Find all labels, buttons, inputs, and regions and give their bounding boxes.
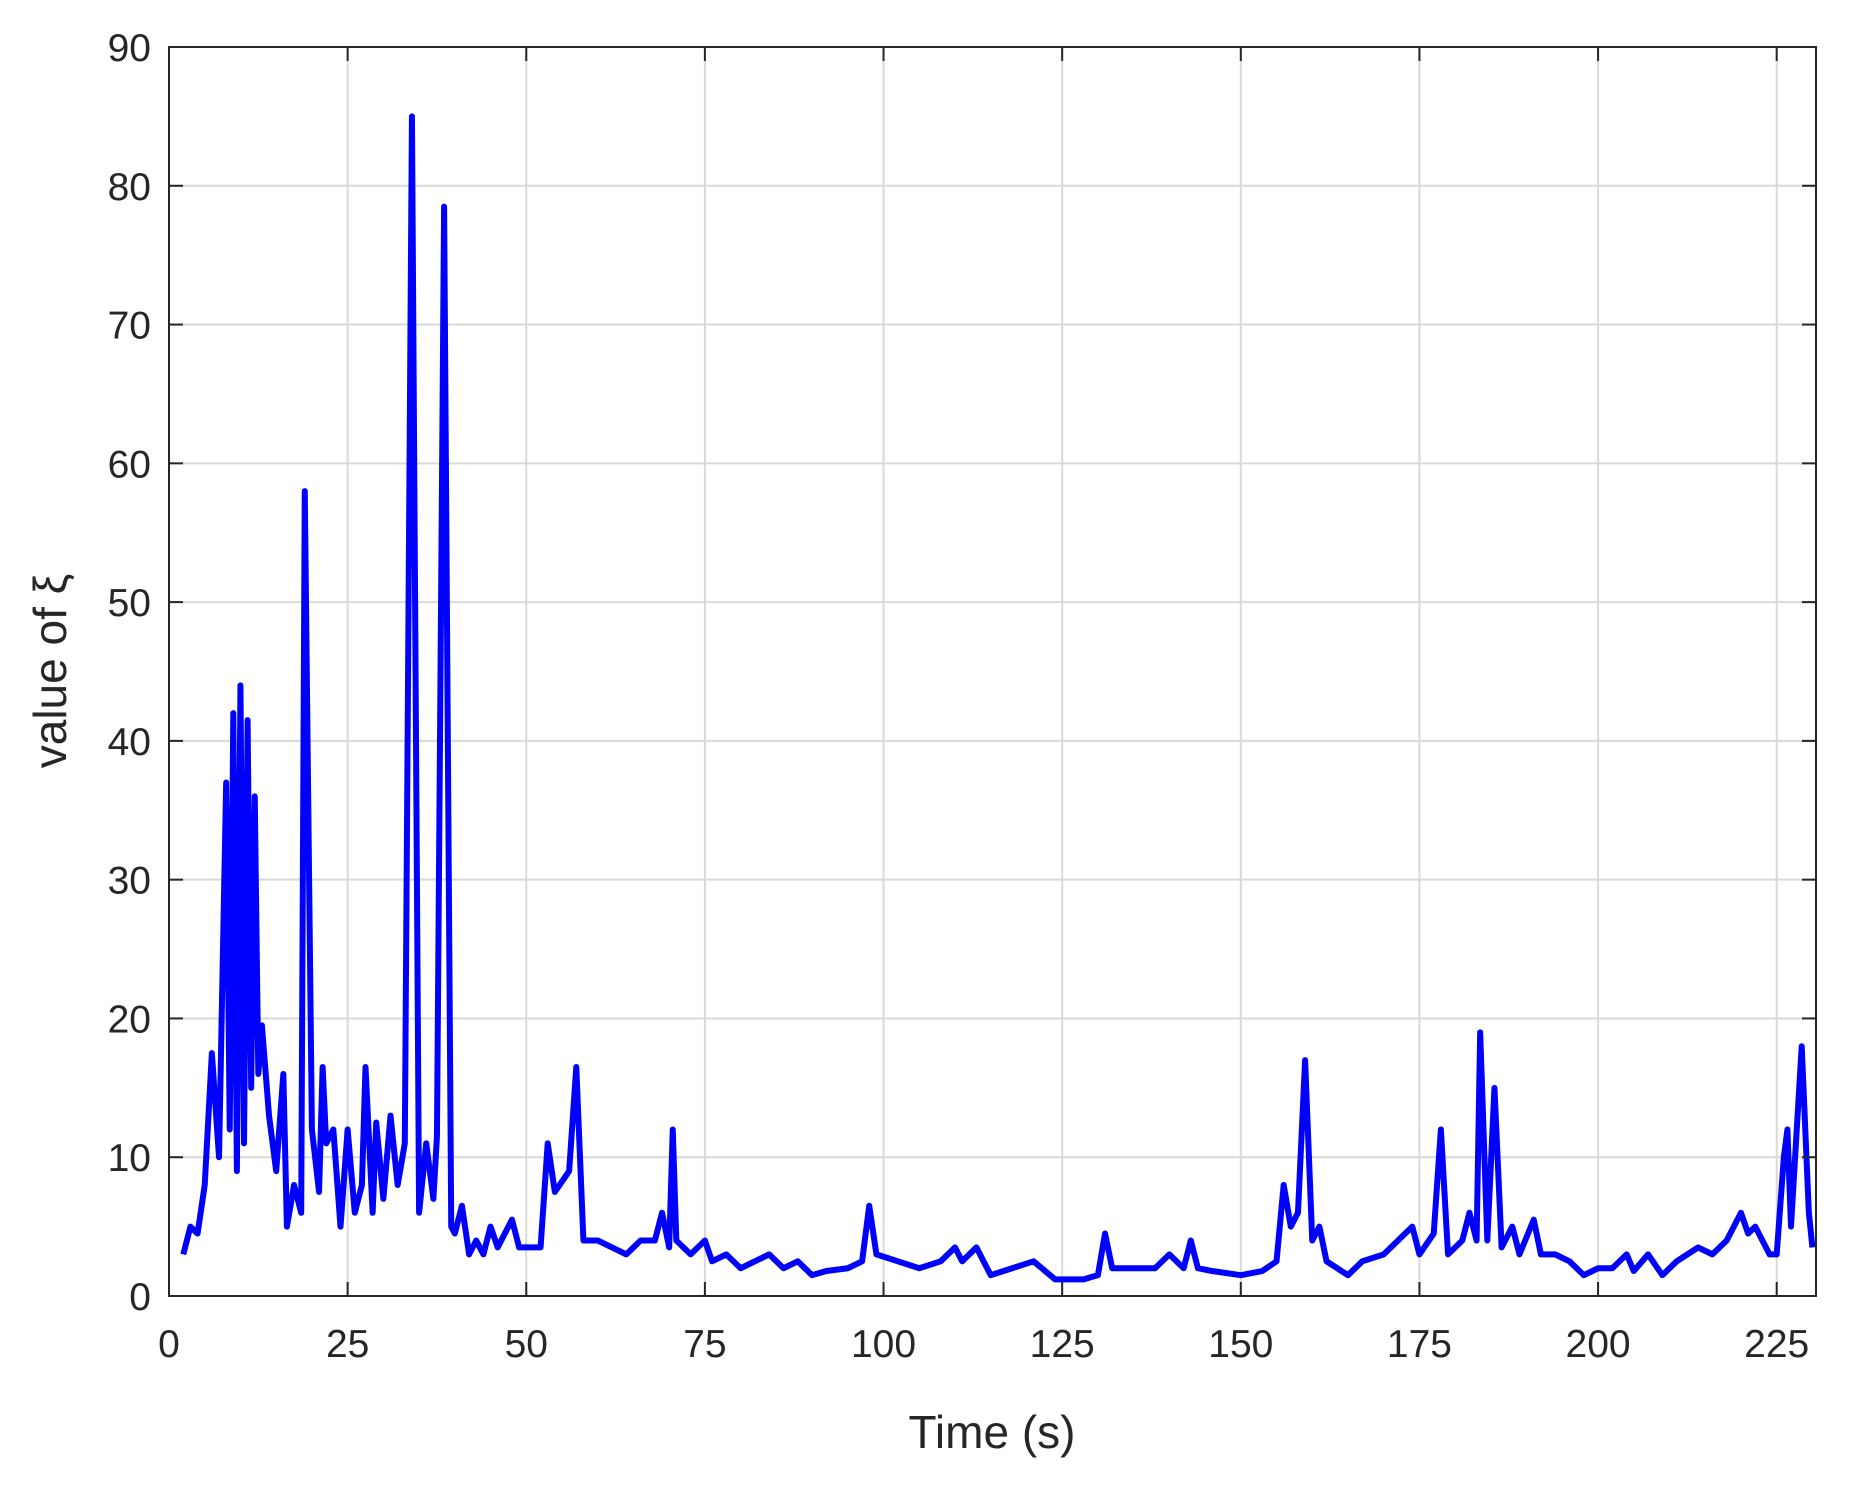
y-tick-label: 0 [129, 1276, 151, 1319]
y-axis-label: value of ξ [24, 574, 76, 769]
x-tick-label: 100 [851, 1323, 916, 1366]
y-tick-label: 70 [108, 305, 151, 348]
y-tick-label: 20 [108, 998, 151, 1041]
x-tick-label: 25 [326, 1323, 369, 1366]
y-tick-label: 90 [108, 27, 151, 70]
x-tick-label: 50 [505, 1323, 548, 1366]
y-tick-label: 80 [108, 166, 151, 209]
x-tick-label: 150 [1208, 1323, 1273, 1366]
axes-box [168, 46, 1817, 1297]
x-tick-label: 175 [1387, 1323, 1452, 1366]
x-axis-label: Time (s) [909, 1406, 1076, 1458]
plot [180, 113, 1816, 1283]
x-tick-label: 75 [683, 1323, 726, 1366]
y-tick-label: 60 [108, 443, 151, 486]
x-tick-label: 0 [158, 1323, 180, 1366]
y-tick-label: 30 [108, 860, 151, 903]
ticks: 0 25 50 75 100 125 150 175 200 225 0 10 20 30 40 50 60 70… [108, 27, 1816, 1366]
x-tick-label: 125 [1030, 1323, 1095, 1366]
y-tick-label: 40 [108, 721, 151, 764]
y-tick-label: 10 [108, 1137, 151, 1180]
x-tick-label: 200 [1566, 1323, 1631, 1366]
x-tick-label: 225 [1744, 1323, 1809, 1366]
data-line [180, 113, 1816, 1283]
y-tick-label: 50 [108, 582, 151, 625]
